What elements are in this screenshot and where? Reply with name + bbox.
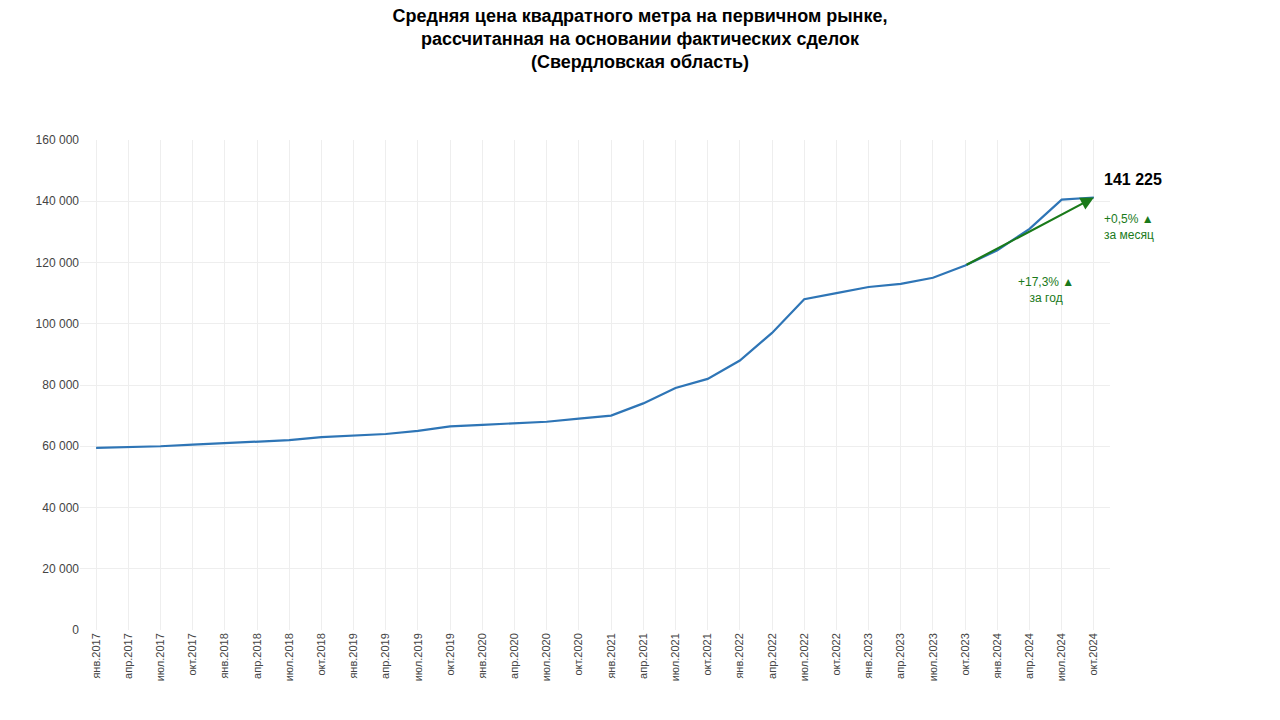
- svg-text:апр.2017: апр.2017: [122, 633, 134, 679]
- svg-text:янв.2024: янв.2024: [991, 633, 1003, 678]
- svg-text:июл.2017: июл.2017: [154, 633, 166, 681]
- svg-text:июл.2023: июл.2023: [927, 633, 939, 681]
- svg-text:апр.2024: апр.2024: [1023, 633, 1035, 679]
- svg-text:янв.2023: янв.2023: [862, 633, 874, 678]
- svg-text:окт.2018: окт.2018: [315, 633, 327, 675]
- svg-text:окт.2021: окт.2021: [701, 633, 713, 675]
- svg-text:апр.2018: апр.2018: [251, 633, 263, 679]
- svg-text:апр.2020: апр.2020: [508, 633, 520, 679]
- svg-text:окт.2024: окт.2024: [1087, 633, 1099, 675]
- svg-text:янв.2021: янв.2021: [605, 633, 617, 678]
- svg-text:окт.2017: окт.2017: [186, 633, 198, 675]
- svg-text:100 000: 100 000: [36, 317, 80, 331]
- svg-text:янв.2017: янв.2017: [90, 633, 102, 678]
- svg-text:80 000: 80 000: [42, 378, 79, 392]
- svg-text:апр.2022: апр.2022: [766, 633, 778, 679]
- svg-text:июл.2024: июл.2024: [1055, 633, 1067, 681]
- svg-text:янв.2019: янв.2019: [347, 633, 359, 678]
- svg-text:янв.2020: янв.2020: [476, 633, 488, 678]
- svg-text:40 000: 40 000: [42, 501, 79, 515]
- svg-text:20 000: 20 000: [42, 562, 79, 576]
- svg-text:120 000: 120 000: [36, 256, 80, 270]
- svg-text:окт.2022: окт.2022: [830, 633, 842, 675]
- svg-text:Средняя цена квадратного метра: Средняя цена квадратного метра на первич…: [393, 6, 888, 73]
- svg-text:+0,5% ▲за месяц: +0,5% ▲за месяц: [1104, 212, 1154, 242]
- svg-text:июл.2021: июл.2021: [669, 633, 681, 681]
- svg-text:окт.2019: окт.2019: [444, 633, 456, 675]
- svg-text:апр.2023: апр.2023: [894, 633, 906, 679]
- svg-text:июл.2020: июл.2020: [540, 633, 552, 681]
- svg-text:160 000: 160 000: [36, 133, 80, 147]
- svg-text:апр.2019: апр.2019: [379, 633, 391, 679]
- svg-text:июл.2022: июл.2022: [798, 633, 810, 681]
- svg-text:июл.2019: июл.2019: [412, 633, 424, 681]
- svg-text:окт.2023: окт.2023: [959, 633, 971, 675]
- svg-text:янв.2022: янв.2022: [733, 633, 745, 678]
- svg-text:141 225: 141 225: [1104, 171, 1162, 188]
- svg-text:окт.2020: окт.2020: [572, 633, 584, 675]
- svg-text:июл.2018: июл.2018: [283, 633, 295, 681]
- svg-text:0: 0: [72, 623, 79, 637]
- svg-text:140 000: 140 000: [36, 194, 80, 208]
- svg-text:янв.2018: янв.2018: [218, 633, 230, 678]
- svg-text:апр.2021: апр.2021: [637, 633, 649, 679]
- svg-text:+17,3% ▲за год: +17,3% ▲за год: [1018, 275, 1074, 305]
- svg-text:60 000: 60 000: [42, 439, 79, 453]
